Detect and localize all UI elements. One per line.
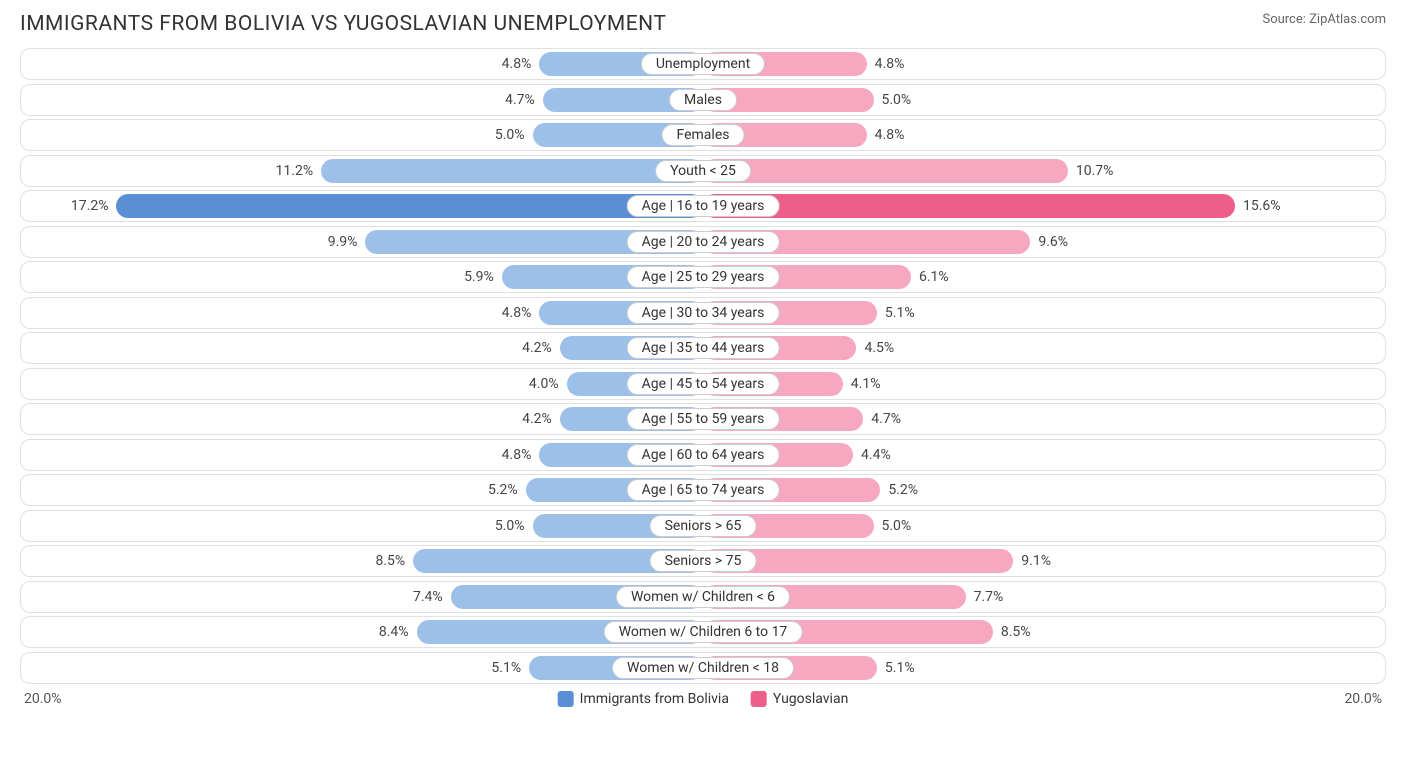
chart-title: IMMIGRANTS FROM BOLIVIA VS YUGOSLAVIAN U… — [20, 12, 666, 36]
category-label: Seniors > 65 — [650, 515, 757, 537]
axis-max-left: 20.0% — [24, 691, 62, 707]
category-label: Age | 35 to 44 years — [627, 337, 780, 359]
bar-value-left: 4.2% — [522, 340, 552, 356]
chart-row: 5.9% 6.1% Age | 25 to 29 years — [20, 261, 1386, 293]
bar-value-left: 4.2% — [522, 411, 552, 427]
category-label: Unemployment — [641, 53, 765, 75]
chart-row: 5.1% 5.1% Women w/ Children < 18 — [20, 652, 1386, 684]
category-label: Women w/ Children < 18 — [612, 657, 794, 679]
bar-value-left: 5.9% — [464, 269, 494, 285]
legend-item-0: Immigrants from Bolivia — [558, 691, 729, 707]
bar-value-right: 8.5% — [1001, 624, 1031, 640]
bar-value-left: 11.2% — [276, 163, 314, 179]
category-label: Males — [669, 89, 737, 111]
bar-value-left: 4.8% — [502, 56, 532, 72]
chart-legend: Immigrants from Bolivia Yugoslavian — [558, 691, 849, 707]
category-label: Women w/ Children 6 to 17 — [604, 621, 803, 643]
bar-value-right: 7.7% — [974, 589, 1004, 605]
bar-value-right: 4.8% — [875, 56, 905, 72]
bar-value-left: 9.9% — [328, 234, 358, 250]
bar-value-left: 17.2% — [71, 198, 109, 214]
category-label: Youth < 25 — [655, 160, 751, 182]
bar-right — [703, 194, 1235, 218]
bar-value-left: 4.8% — [502, 447, 532, 463]
bar-value-left: 4.8% — [502, 305, 532, 321]
bar-value-right: 5.0% — [882, 92, 912, 108]
chart-row: 11.2% 10.7% Youth < 25 — [20, 155, 1386, 187]
bar-value-right: 10.7% — [1076, 163, 1114, 179]
chart-row: 8.5% 9.1% Seniors > 75 — [20, 545, 1386, 577]
bar-value-right: 15.6% — [1243, 198, 1281, 214]
category-label: Age | 16 to 19 years — [627, 195, 780, 217]
chart-row: 4.0% 4.1% Age | 45 to 54 years — [20, 368, 1386, 400]
chart-row: 4.2% 4.7% Age | 55 to 59 years — [20, 403, 1386, 435]
chart-row: 4.7% 5.0% Males — [20, 84, 1386, 116]
category-label: Females — [662, 124, 745, 146]
category-label: Age | 65 to 74 years — [627, 479, 780, 501]
chart-row: 4.8% 4.4% Age | 60 to 64 years — [20, 439, 1386, 471]
bar-left — [116, 194, 703, 218]
bar-value-right: 4.7% — [871, 411, 901, 427]
category-label: Age | 60 to 64 years — [627, 444, 780, 466]
chart-header: IMMIGRANTS FROM BOLIVIA VS YUGOSLAVIAN U… — [0, 0, 1406, 40]
bar-value-right: 4.4% — [861, 447, 891, 463]
bar-value-right: 5.0% — [882, 518, 912, 534]
category-label: Age | 30 to 34 years — [627, 302, 780, 324]
bar-value-left: 4.7% — [505, 92, 535, 108]
chart-row: 9.9% 9.6% Age | 20 to 24 years — [20, 226, 1386, 258]
bar-value-right: 5.2% — [888, 482, 918, 498]
category-label: Age | 55 to 59 years — [627, 408, 780, 430]
bar-value-right: 4.5% — [864, 340, 894, 356]
category-label: Age | 25 to 29 years — [627, 266, 780, 288]
chart-row: 4.2% 4.5% Age | 35 to 44 years — [20, 332, 1386, 364]
category-label: Age | 20 to 24 years — [627, 231, 780, 253]
bar-value-left: 5.0% — [495, 518, 525, 534]
axis-row: 20.0% Immigrants from Bolivia Yugoslavian 2… — [20, 687, 1386, 707]
chart-row: 5.0% 5.0% Seniors > 65 — [20, 510, 1386, 542]
chart-row: 17.2% 15.6% Age | 16 to 19 years — [20, 190, 1386, 222]
legend-label: Yugoslavian — [773, 691, 848, 707]
bar-value-right: 4.1% — [851, 376, 881, 392]
bar-left — [321, 159, 703, 183]
bar-value-left: 7.4% — [413, 589, 443, 605]
chart-row: 7.4% 7.7% Women w/ Children < 6 — [20, 581, 1386, 613]
chart-row: 5.2% 5.2% Age | 65 to 74 years — [20, 474, 1386, 506]
bar-value-right: 5.1% — [885, 660, 915, 676]
legend-item-1: Yugoslavian — [751, 691, 848, 707]
bar-value-right: 5.1% — [885, 305, 915, 321]
category-label: Age | 45 to 54 years — [627, 373, 780, 395]
legend-swatch-icon — [751, 691, 767, 707]
bar-value-left: 4.0% — [529, 376, 559, 392]
chart-row: 4.8% 4.8% Unemployment — [20, 48, 1386, 80]
chart-row: 8.4% 8.5% Women w/ Children 6 to 17 — [20, 616, 1386, 648]
chart-area: 4.8% 4.8% Unemployment 4.7% 5.0% Males 5.0% 4.8… — [0, 40, 1406, 707]
category-label: Seniors > 75 — [650, 550, 757, 572]
chart-row: 5.0% 4.8% Females — [20, 119, 1386, 151]
category-label: Women w/ Children < 6 — [616, 586, 790, 608]
chart-source: Source: ZipAtlas.com — [1262, 12, 1386, 27]
bar-value-left: 5.2% — [488, 482, 518, 498]
bar-value-right: 9.1% — [1021, 553, 1051, 569]
bar-right — [703, 159, 1068, 183]
bar-value-left: 8.5% — [375, 553, 405, 569]
bar-value-left: 5.0% — [495, 127, 525, 143]
bar-value-left: 8.4% — [379, 624, 409, 640]
legend-swatch-icon — [558, 691, 574, 707]
axis-max-right: 20.0% — [1344, 691, 1382, 707]
bar-value-right: 6.1% — [919, 269, 949, 285]
chart-row: 4.8% 5.1% Age | 30 to 34 years — [20, 297, 1386, 329]
bar-value-left: 5.1% — [491, 660, 521, 676]
bar-value-right: 9.6% — [1038, 234, 1068, 250]
bar-value-right: 4.8% — [875, 127, 905, 143]
legend-label: Immigrants from Bolivia — [580, 691, 729, 707]
